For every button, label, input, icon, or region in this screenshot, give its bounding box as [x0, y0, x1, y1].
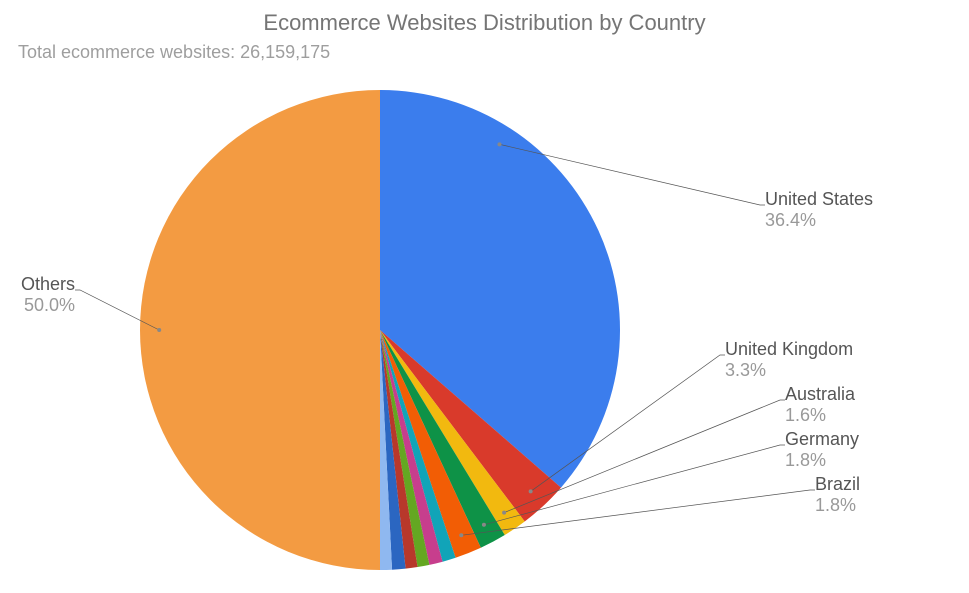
leader-dot — [482, 523, 486, 527]
leader-dot — [497, 142, 501, 146]
slice-label-pct: 1.6% — [785, 405, 826, 425]
slice-label-name: Others — [21, 274, 75, 294]
slice-label-pct: 50.0% — [24, 295, 75, 315]
slice-label-pct: 3.3% — [725, 360, 766, 380]
leader-dot — [157, 328, 161, 332]
chart-container: Ecommerce Websites Distribution by Count… — [0, 0, 969, 593]
leader-dot — [459, 533, 463, 537]
slice-label-pct: 1.8% — [785, 450, 826, 470]
slice-label-name: United States — [765, 189, 873, 209]
pie-chart: United States36.4% United Kingdom3.3% Aust… — [0, 0, 969, 593]
pie-slice — [140, 90, 380, 570]
slice-label-name: Brazil — [815, 474, 860, 494]
slice-label-name: United Kingdom — [725, 339, 853, 359]
leader-dot — [529, 489, 533, 493]
slice-label-name: Australia — [785, 384, 856, 404]
slice-label-name: Germany — [785, 429, 859, 449]
slice-label-pct: 36.4% — [765, 210, 816, 230]
leader-dot — [502, 511, 506, 515]
slice-label-pct: 1.8% — [815, 495, 856, 515]
